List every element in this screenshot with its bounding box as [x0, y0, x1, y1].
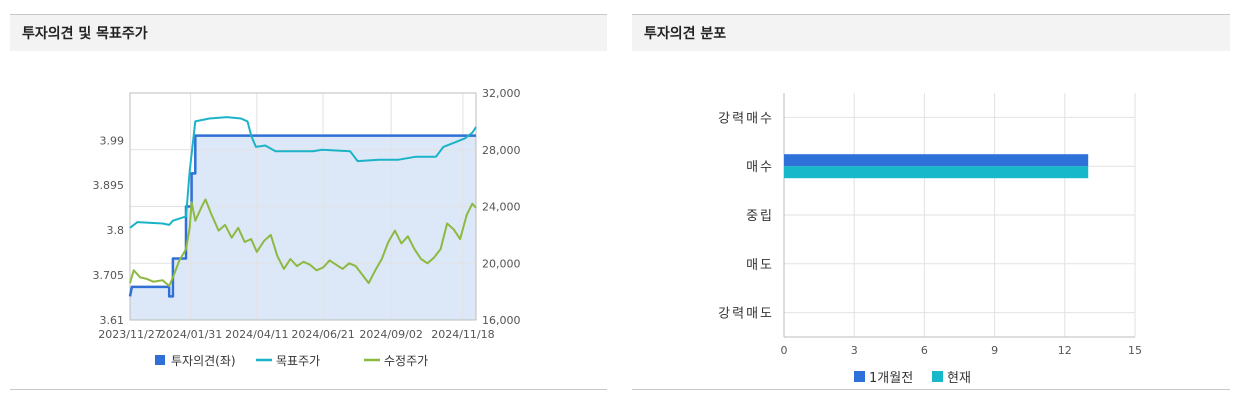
panel-title: 투자의견 및 목표주가 [10, 15, 607, 51]
x-tick-label: 2024/06/21 [291, 328, 354, 341]
y-right-tick-label: 32,000 [482, 87, 521, 100]
x-tick-label: 0 [781, 344, 788, 357]
x-tick-label: 6 [921, 344, 928, 357]
category-label: 강력매도 [718, 307, 774, 322]
bar-2-2 [784, 166, 1089, 179]
x-tick-label: 9 [991, 344, 998, 357]
x-tick-label: 2023/11/27 [98, 328, 161, 341]
legend-swatch [932, 371, 943, 382]
x-tick-label: 2024/09/02 [359, 328, 422, 341]
y-left-tick-label: 3.61 [100, 314, 125, 327]
x-tick-label: 2024/04/11 [225, 328, 288, 341]
x-tick-label: 2024/11/18 [431, 328, 494, 341]
legend-swatch [854, 371, 865, 382]
category-label: 매도 [746, 258, 774, 273]
y-left-tick-label: 3.99 [100, 134, 125, 147]
y-left-tick-label: 3.895 [93, 179, 125, 192]
x-tick-label: 15 [1128, 344, 1142, 357]
legend-label: 수정주가 [384, 354, 428, 368]
category-label: 강력매수 [718, 111, 774, 126]
legend-label: 투자의견(좌) [171, 354, 236, 368]
opinion-area-fill [130, 135, 476, 320]
y-left-tick-label: 3.705 [93, 269, 125, 282]
opinion-target-price-chart: 3.61 3.705 3.8 3.895 3.99 16,000 20,000 24,000 2… [93, 87, 521, 368]
panel-title: 투자의견 분포 [632, 15, 1230, 51]
legend-label: 1개월전 [869, 371, 913, 386]
legend-swatch [155, 355, 165, 365]
x-tick-label: 12 [1058, 344, 1072, 357]
y-left-tick-label: 3.8 [107, 224, 125, 237]
legend-label: 목표주가 [276, 354, 320, 368]
legend-label: 현재 [947, 371, 971, 386]
category-label: 매수 [746, 160, 774, 175]
x-tick-label: 3 [851, 344, 858, 357]
category-label: 중립 [746, 209, 774, 224]
series-line-2 [129, 116, 477, 229]
y-right-tick-label: 16,000 [482, 314, 521, 327]
series-line-3 [129, 198, 477, 287]
x-tick-label: 2024/01/31 [159, 328, 222, 341]
y-right-tick-label: 28,000 [482, 144, 521, 157]
y-right-tick-label: 20,000 [482, 257, 521, 270]
opinion-target-price-panel: 투자의견 및 목표주가 3.61 3.705 3.8 3.895 3.99 16,000 2… [10, 14, 607, 390]
y-right-tick-label: 24,000 [482, 201, 521, 214]
bar-1-2 [784, 154, 1089, 167]
